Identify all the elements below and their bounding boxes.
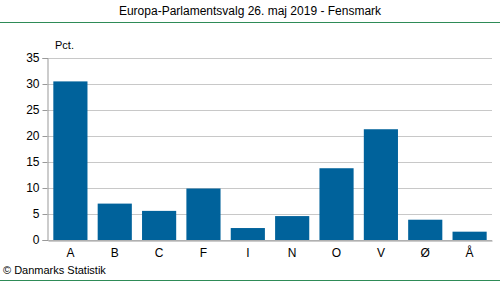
grid-line <box>48 110 492 111</box>
grid-line <box>48 58 492 59</box>
y-tick-label: 35 <box>26 51 40 65</box>
y-axis-label: Pct. <box>55 39 74 51</box>
y-tick-label: 20 <box>26 129 40 143</box>
y-tick-label: 30 <box>26 77 40 91</box>
y-tick: 20 <box>26 129 47 143</box>
source: © Danmarks Statistik <box>3 264 106 276</box>
grid-line <box>48 162 492 163</box>
y-tick: 15 <box>26 155 47 169</box>
x-axis-line <box>49 241 493 242</box>
y-tick-label: 15 <box>26 155 40 169</box>
y-tick-mark <box>43 110 48 111</box>
y-tick: 35 <box>26 51 47 65</box>
x-tick: I <box>246 246 249 260</box>
bar <box>453 232 487 240</box>
grid <box>48 59 492 241</box>
x-tick: V <box>377 246 385 260</box>
y-tick: 30 <box>26 77 47 91</box>
bar <box>53 81 87 240</box>
bar <box>319 168 353 240</box>
y-tick-label: 25 <box>26 103 40 117</box>
bar <box>186 189 220 240</box>
bar <box>408 220 442 240</box>
x-tick: F <box>200 246 207 260</box>
bar <box>275 216 309 240</box>
x-tick-label: F <box>200 246 207 260</box>
x-axis: ABCFINOVØÅ <box>49 241 493 260</box>
x-tick-label: C <box>155 246 164 260</box>
y-tick: 5 <box>33 207 48 221</box>
y-tick-mark <box>43 240 48 241</box>
y-tick-mark <box>43 136 48 137</box>
y-tick-label: 10 <box>26 181 40 195</box>
x-tick-label: Ø <box>421 246 430 260</box>
x-tick-label: I <box>246 246 249 260</box>
chart: Europa-Parlamentsvalg 26. maj 2019 - Fen… <box>0 0 500 282</box>
y-axis-line <box>43 59 49 241</box>
grid-line <box>48 188 492 189</box>
bar <box>98 204 132 240</box>
y-tick: 10 <box>26 181 47 195</box>
y-tick-mark <box>43 58 48 59</box>
x-tick: Ø <box>421 246 430 260</box>
grid-line <box>48 136 492 137</box>
grid-line <box>48 84 492 85</box>
y-tick-label: 0 <box>33 233 40 247</box>
x-tick-label: N <box>288 246 297 260</box>
x-tick-label: A <box>66 246 74 260</box>
x-tick-label: O <box>332 246 341 260</box>
y-tick-mark <box>43 188 48 189</box>
footer-rule <box>0 280 500 281</box>
y-tick-mark <box>43 84 48 85</box>
title: Europa-Parlamentsvalg 26. maj 2019 - Fen… <box>119 4 382 18</box>
bar <box>364 129 398 240</box>
y-tick-label: 5 <box>33 207 40 221</box>
x-tick: B <box>111 246 119 260</box>
bar <box>142 211 176 240</box>
x-tick-label: V <box>377 246 385 260</box>
header-rule <box>0 22 500 23</box>
bars <box>53 81 486 240</box>
y-axis: 0 5 10 15 20 25 30 35 <box>26 51 48 247</box>
y-tick: 0 <box>33 233 48 247</box>
x-tick: O <box>332 246 341 260</box>
y-tick-mark <box>43 162 48 163</box>
bar <box>231 228 265 240</box>
y-tick-mark <box>43 214 48 215</box>
x-tick-label: B <box>111 246 119 260</box>
x-tick-label: Å <box>466 245 474 260</box>
x-tick: A <box>66 246 74 260</box>
x-tick: Å <box>466 245 474 260</box>
y-tick: 25 <box>26 103 47 117</box>
grid-line <box>48 240 492 241</box>
x-tick: N <box>288 246 297 260</box>
x-tick: C <box>155 246 164 260</box>
